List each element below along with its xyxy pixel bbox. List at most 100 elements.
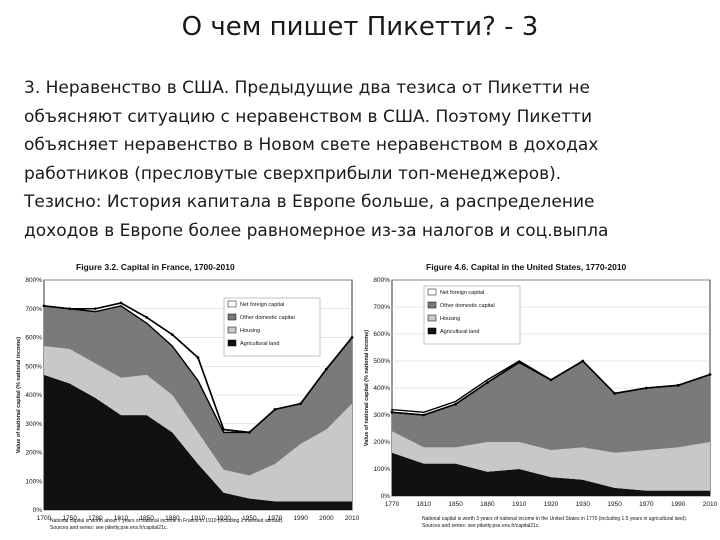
data-point (145, 315, 149, 319)
legend-label: Other domestic capital (240, 315, 295, 321)
legend-label: Net foreign capital (440, 290, 484, 296)
data-point (645, 386, 648, 390)
x-tick-label: 2010 (703, 501, 718, 508)
data-point (170, 333, 174, 337)
x-tick-label: 1970 (268, 515, 283, 522)
y-tick-label: 200% (373, 439, 390, 446)
legend-swatch (427, 288, 437, 296)
body-line: объясняет неравенство в Новом свете нера… (24, 135, 599, 155)
series-area (392, 431, 710, 491)
usa-capital-chart-svg: 0% 100% 200% 300% 400% 500% 600% 700% 800% 1770 18… (364, 262, 718, 529)
data-point (42, 304, 46, 308)
data-point (517, 360, 521, 364)
chart-note: National capital is worth 3 years of nat… (422, 516, 687, 522)
series-area (44, 374, 352, 510)
legend-label: Other domestic capital (440, 303, 495, 309)
x-tick-label: 1910 (191, 515, 206, 522)
france-capital-chart: 0% 100% 200% 300% 400% 500% 600% 700% 800% 1700 17… (10, 258, 362, 540)
data-point (324, 367, 328, 371)
y-tick-label: 100% (25, 478, 42, 485)
legend-label: Housing (240, 328, 260, 334)
body-line: доходов в Европе более равномерное из-за… (24, 220, 609, 241)
x-tick-label: 2010 (345, 515, 360, 522)
slide-title: О чем пишет Пикетти? - 3 (181, 12, 539, 42)
data-point (390, 410, 394, 414)
x-tick-label: 1950 (607, 501, 622, 508)
x-tick-label: 1920 (544, 501, 559, 508)
x-tick-label: 1700 (37, 515, 52, 522)
x-tick-label: 1780 (88, 515, 103, 522)
y-tick-label: 400% (25, 392, 42, 399)
chart-note: National capital is worth about 7 years … (50, 518, 283, 524)
y-tick-label: 0% (381, 493, 391, 500)
data-point (299, 402, 303, 406)
data-point (454, 402, 457, 406)
y-tick-label: 400% (373, 385, 390, 392)
data-point (549, 378, 553, 382)
legend-swatch (427, 301, 437, 309)
y-tick-label: 700% (25, 306, 42, 313)
body-line: 3. Неравенство в США. Предыдущие два тез… (24, 78, 590, 98)
data-point (68, 307, 72, 311)
x-tick-label: 1910 (512, 501, 527, 508)
x-tick-label: 1770 (385, 501, 400, 508)
body-line: объясняют ситуацию с неравенством в США.… (24, 106, 592, 127)
x-tick-label: 1810 (114, 515, 129, 522)
series-area (392, 452, 710, 496)
legend-swatch (427, 314, 437, 322)
legend-swatch (227, 300, 237, 308)
x-tick-label: 1990 (293, 515, 308, 522)
data-point (708, 373, 712, 376)
legend-swatch (227, 313, 237, 321)
legend-label: Agricultural land (240, 341, 279, 347)
y-tick-label: 600% (25, 335, 42, 342)
data-point (222, 428, 226, 431)
legend-swatch (227, 339, 237, 347)
data-point (676, 383, 680, 387)
france-capital-chart-svg: 0% 100% 200% 300% 400% 500% 600% 700% 800% 1700 17… (16, 262, 360, 531)
legend-box (223, 297, 321, 357)
chart-source: Sources and series: see piketty.pse.ens.… (422, 523, 540, 529)
legend-box (423, 285, 521, 345)
x-tick-label: 1810 (417, 501, 432, 508)
x-tick-label: 1930 (576, 501, 591, 508)
data-point (273, 407, 277, 411)
legend-label: Net foreign capital (240, 302, 284, 308)
legend-swatch (427, 327, 437, 335)
series-area (44, 305, 352, 476)
data-point (486, 381, 489, 384)
data-point (247, 430, 251, 434)
y-tick-label: 700% (373, 304, 390, 311)
x-tick-label: 2000 (319, 515, 334, 522)
body-line: работников (пресловутые сверхприбыли топ… (24, 163, 562, 184)
x-tick-label: 1920 (216, 515, 231, 522)
data-point (581, 359, 585, 363)
x-tick-label: 1850 (448, 501, 463, 508)
series-area (392, 361, 710, 453)
slide-body-text: 3. Неравенство в США. Предыдущие два тез… (24, 74, 704, 245)
legend-swatch (227, 326, 237, 334)
x-tick-label: 1970 (639, 501, 654, 508)
chart-title: Figure 3.2. Capital in France, 1700-2010 (76, 262, 235, 272)
data-point (93, 307, 97, 311)
chart-title: Figure 4.6. Capital in the United States… (426, 262, 627, 272)
y-axis-label: Value of national capital (% national in… (364, 330, 370, 446)
y-axis-label: Value of national capital (% national in… (16, 337, 22, 453)
y-tick-label: 500% (25, 363, 42, 370)
legend-label: Housing (440, 316, 460, 322)
data-point (613, 392, 616, 395)
series-area (44, 346, 352, 502)
y-tick-label: 500% (373, 358, 390, 365)
x-tick-label: 1990 (671, 501, 686, 508)
x-tick-label: 1750 (62, 515, 77, 522)
data-point (196, 356, 200, 360)
data-point (119, 301, 123, 305)
y-tick-label: 200% (25, 450, 42, 457)
x-tick-label: 1880 (480, 501, 495, 508)
y-tick-label: 800% (373, 277, 390, 284)
y-tick-label: 300% (25, 421, 42, 428)
y-tick-label: 800% (25, 277, 42, 284)
data-point (350, 336, 354, 339)
x-tick-label: 1950 (242, 515, 257, 522)
x-tick-label: 1850 (139, 515, 154, 522)
